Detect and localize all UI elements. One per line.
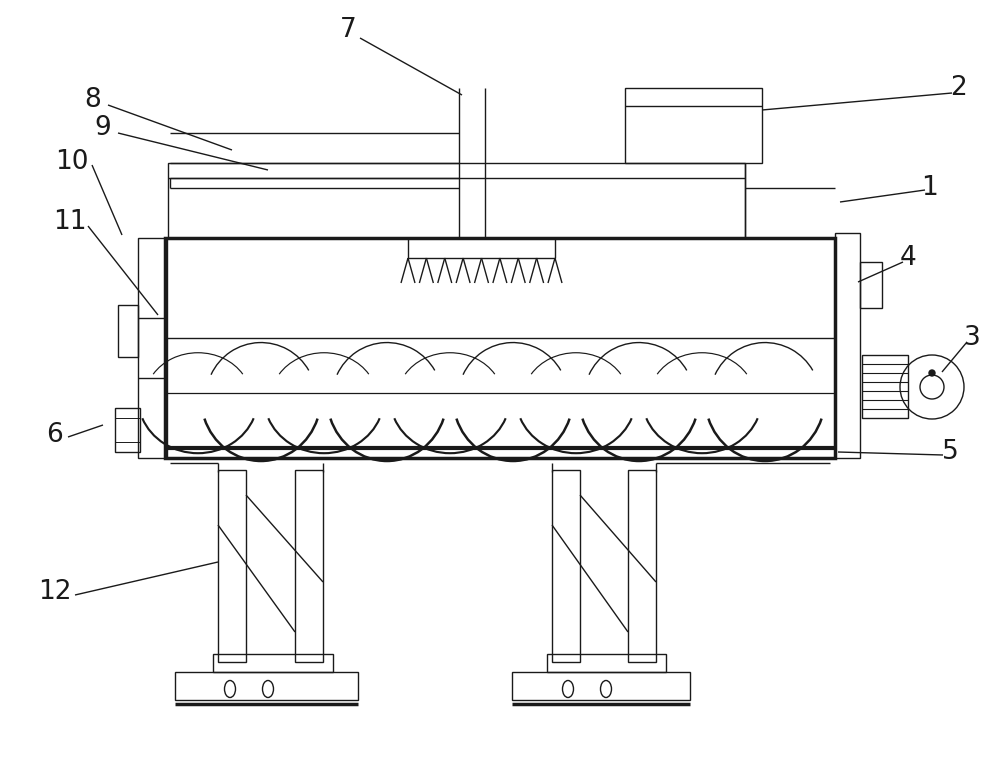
Bar [138,238,167,458]
Bar [552,470,580,662]
Text: 9: 9 [95,115,111,141]
Text: 10: 10 [55,149,89,175]
Text: 4: 4 [900,245,916,271]
Bar [218,470,246,662]
Bar [862,355,908,418]
Bar [213,654,333,672]
Bar [835,233,860,458]
Bar [512,672,690,700]
Bar [115,408,140,452]
Text: 3: 3 [964,325,980,351]
Bar [165,238,835,458]
Circle shape [929,370,935,376]
Bar [628,470,656,662]
Text: 12: 12 [38,579,72,605]
Text: 5: 5 [942,439,958,465]
Bar [175,672,358,700]
Bar [547,654,666,672]
Text: 11: 11 [53,209,87,235]
Bar [295,470,323,662]
Bar [860,262,882,308]
Text: 6: 6 [47,422,63,448]
Text: 2: 2 [950,75,966,101]
Text: 1: 1 [922,175,938,201]
Bar [118,305,138,357]
Text: 7: 7 [340,17,356,43]
Bar [168,163,745,238]
Text: 8: 8 [85,87,101,113]
Bar [625,88,762,163]
